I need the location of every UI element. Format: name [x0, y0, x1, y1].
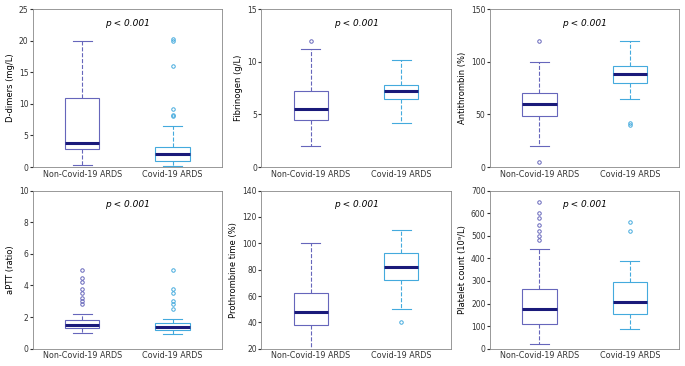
Y-axis label: D-dimers (mg/L): D-dimers (mg/L) [5, 54, 14, 122]
Bar [155, 147, 190, 161]
Text: p < 0.001: p < 0.001 [562, 200, 607, 209]
Bar [522, 93, 557, 116]
Bar [65, 97, 99, 149]
Bar [522, 289, 557, 324]
Y-axis label: Platelet count (10⁹/L): Platelet count (10⁹/L) [458, 225, 466, 314]
Text: p < 0.001: p < 0.001 [562, 19, 607, 27]
Bar [155, 324, 190, 330]
Text: p < 0.001: p < 0.001 [105, 19, 150, 27]
Text: p < 0.001: p < 0.001 [334, 200, 378, 209]
Bar [294, 91, 328, 120]
Bar [384, 85, 419, 98]
Bar [612, 282, 647, 314]
Text: p < 0.001: p < 0.001 [334, 19, 378, 27]
Bar [612, 66, 647, 83]
Bar [65, 320, 99, 328]
Bar [294, 294, 328, 325]
Y-axis label: Fibrinogen (g/L): Fibrinogen (g/L) [234, 55, 243, 121]
Y-axis label: Prothrombine time (%): Prothrombine time (%) [229, 222, 238, 318]
Bar [384, 253, 419, 280]
Text: p < 0.001: p < 0.001 [105, 200, 150, 209]
Y-axis label: Antithrombin (%): Antithrombin (%) [458, 52, 467, 124]
Y-axis label: aPTT (ratio): aPTT (ratio) [5, 245, 14, 294]
